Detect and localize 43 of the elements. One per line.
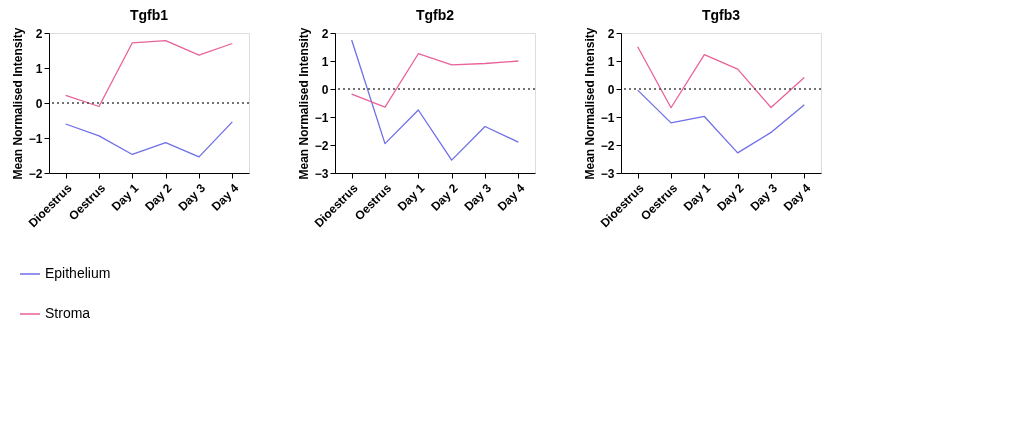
y-axis-title: Mean Normalised Intensity — [296, 27, 311, 180]
y-tick-label: 1 — [35, 61, 43, 76]
legend-label: Stroma — [45, 305, 91, 321]
x-tick-label: Day 3 — [747, 180, 781, 214]
y-tick-label: 0 — [35, 96, 43, 111]
line-series — [637, 46, 805, 109]
y-tick-label: −2 — [28, 166, 43, 181]
y-tick-label: −2 — [600, 138, 615, 153]
y-axis-title: Mean Normalised Intensity — [582, 27, 597, 180]
x-tick-label: Day 3 — [461, 180, 495, 214]
y-tick-label: −2 — [314, 138, 329, 153]
y-tick-label: 1 — [607, 54, 615, 69]
x-tick-label: Day 1 — [108, 180, 142, 214]
y-tick-label: −1 — [600, 110, 615, 125]
y-tick-label: 2 — [607, 26, 615, 41]
y-tick-label: −1 — [28, 131, 43, 146]
y-tick-label: 0 — [321, 82, 329, 97]
y-tick-label: −3 — [314, 166, 329, 181]
line-series — [65, 121, 233, 158]
y-tick-label: 0 — [607, 82, 615, 97]
x-tick-label: Day 4 — [780, 180, 814, 214]
line-series — [65, 40, 233, 108]
chart-title: Tgfb2 — [415, 6, 455, 23]
line-series — [351, 39, 519, 161]
x-tick-label: Day 2 — [428, 180, 461, 214]
y-axis-title: Mean Normalised Intensity — [10, 27, 25, 180]
y-tick-label: −1 — [314, 110, 329, 125]
line-series — [637, 89, 805, 154]
x-tick-label: Day 4 — [494, 180, 528, 214]
chart-title: Tgfb3 — [701, 6, 741, 23]
x-tick-label: Day 4 — [208, 180, 242, 214]
y-tick-label: 2 — [321, 26, 329, 41]
chart-title: Tgfb1 — [129, 6, 169, 23]
legend-label: Epithelium — [45, 265, 111, 281]
line-series — [351, 53, 519, 108]
y-tick-label: 2 — [35, 26, 43, 41]
y-tick-label: 1 — [321, 54, 329, 69]
x-tick-label: Day 1 — [394, 180, 428, 214]
x-tick-label: Day 1 — [680, 180, 714, 214]
x-tick-label: Day 2 — [142, 180, 175, 214]
y-tick-label: −3 — [600, 166, 615, 181]
x-tick-label: Day 2 — [714, 180, 747, 214]
x-tick-label: Day 3 — [175, 180, 209, 214]
